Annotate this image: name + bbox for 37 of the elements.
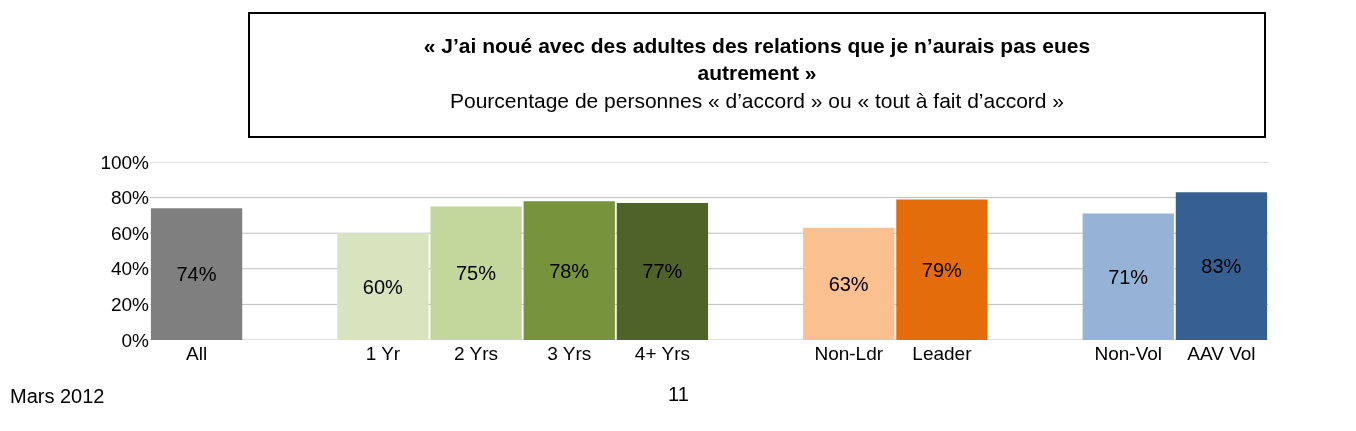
bar — [896, 199, 988, 340]
data-label: 74% — [176, 263, 217, 286]
x-tick-label: 2 Yrs — [454, 343, 499, 364]
bar — [803, 227, 895, 340]
y-tick-label: 60% — [110, 222, 150, 244]
x-tick-label: Leader — [912, 343, 973, 364]
data-label: 60% — [362, 275, 404, 298]
text: Mars 2012 — [10, 385, 105, 408]
data-label: 77% — [642, 260, 683, 283]
bar — [337, 233, 429, 340]
bar — [1175, 192, 1268, 340]
data-label: 71% — [1108, 265, 1149, 288]
x-tick-label: AAV Vol — [1187, 343, 1256, 364]
y-tick-label: 40% — [110, 258, 150, 280]
x-tick-label: Non-Vol — [1094, 343, 1163, 364]
bar — [1082, 213, 1174, 340]
data-label: 79% — [921, 258, 963, 281]
y-tick-label: 0% — [121, 329, 150, 351]
bar — [150, 208, 243, 340]
y-tick-label: 100% — [100, 151, 150, 173]
data-label: 63% — [828, 272, 869, 295]
data-label: 78% — [549, 259, 590, 282]
x-tick-label: 4+ Yrs — [634, 343, 690, 364]
y-tick-label: 20% — [110, 294, 150, 316]
data-label: 83% — [1201, 255, 1242, 278]
chart-title: « J’ai noué avec des adultes des relations que je n’aurais pas eues autrement » — [422, 33, 1092, 86]
text: 11 — [668, 383, 689, 406]
x-tick-label: 1 Yr — [365, 343, 401, 364]
data-label: 75% — [455, 262, 497, 285]
x-tick-label: All — [186, 343, 208, 364]
y-tick-label: 80% — [110, 187, 150, 209]
bar — [523, 201, 615, 340]
bar — [616, 202, 709, 340]
x-tick-label: Non-Ldr — [814, 343, 884, 364]
bar — [430, 206, 522, 340]
x-tick-label: 3 Yrs — [547, 343, 592, 364]
chart-subtitle: Pourcentage de personnes « d’accord » ou « tout à fait d’accord » — [448, 88, 1066, 114]
